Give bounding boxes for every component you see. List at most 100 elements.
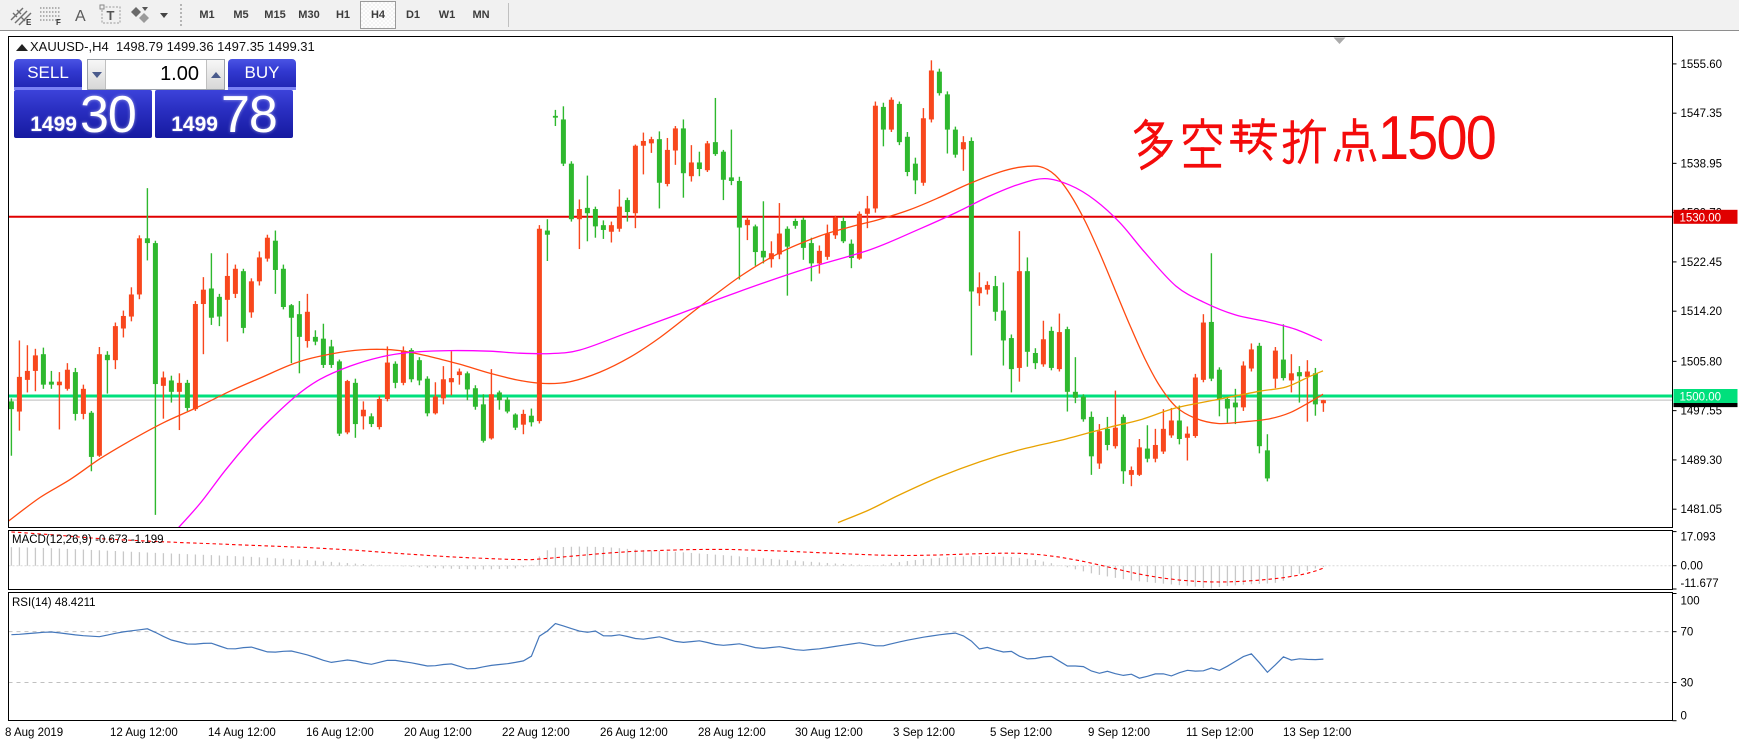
volume-input[interactable]: 1.00 [160, 63, 199, 85]
buy-button[interactable]: BUY [228, 59, 296, 90]
macd-histogram [10, 546, 1325, 589]
main-chart-frame [8, 36, 1673, 528]
macd-signal-line [11, 531, 1324, 583]
chart-title: XAUUSD-,H4 1498.79 1499.36 1497.35 1499.… [14, 39, 514, 99]
cjk-char-4 [1333, 118, 1377, 162]
sell-price-display[interactable]: 1499 30 [14, 86, 152, 144]
time-tick-label: 3 Sep 12:00 [893, 727, 955, 739]
macd-axis-label: 17.093 [1681, 532, 1716, 544]
timeframe-button-h4[interactable]: H4 [360, 1, 396, 29]
ma-orange-line [837, 370, 1324, 524]
cjk-char-0 [1133, 118, 1174, 171]
buy-price-display[interactable]: 1499 78 [155, 86, 293, 144]
svg-text:1530.00: 1530.00 [1680, 212, 1722, 224]
macd-label: MACD(12,26,9) -0.673 -1.199 [12, 534, 164, 546]
chart-canvas[interactable]: 1555.601547.351538.951530.701522.451514.… [0, 33, 1739, 746]
annotation-digits: 1500 [1378, 104, 1497, 173]
drawing-toolbar: E F A T [0, 0, 173, 30]
buy-price-pips: 78 [220, 86, 278, 144]
sell-price-pips: 30 [79, 86, 137, 144]
buy-price-main: 1499 [171, 113, 218, 136]
svg-text:F: F [56, 18, 61, 26]
timeframe-button-w1[interactable]: W1 [438, 9, 456, 21]
cjk-char-3 [1282, 118, 1326, 165]
equidistant-channel-icon[interactable]: E [7, 3, 35, 27]
toolbar-end-separator [508, 3, 509, 27]
svg-text:T: T [107, 8, 115, 23]
text-icon[interactable]: A [67, 3, 95, 27]
toolbar: E F A T [0, 0, 1739, 31]
time-tick-label: 12 Aug 12:00 [110, 727, 178, 739]
timeframe-button-mn[interactable]: MN [472, 9, 490, 21]
chart-shift-marker-icon[interactable] [1333, 37, 1346, 45]
time-tick-label: 8 Aug 2019 [5, 727, 63, 739]
candles [9, 60, 1326, 515]
chart-window: 1555.601547.351538.951530.701522.451514.… [0, 33, 1739, 746]
sell-price-main: 1499 [30, 113, 77, 136]
price-tick-label: 1497.55 [1681, 406, 1723, 418]
arrows-dropdown-icon[interactable] [157, 3, 171, 27]
down-arrow-icon [91, 71, 102, 78]
hline-badge-1500: 1500.00 [1673, 389, 1738, 404]
rsi-line [11, 622, 1324, 679]
sell-button[interactable]: SELL [14, 59, 82, 90]
hline-badge-1530: 1530.00 [1673, 209, 1738, 224]
toolbar-separator[interactable] [180, 4, 185, 26]
rsi-axis-label: 70 [1681, 627, 1694, 639]
price-tick-label: 1481.05 [1681, 504, 1723, 516]
timeframe-button-m15[interactable]: M15 [264, 9, 286, 21]
rsi-label: RSI(14) 48.4211 [12, 597, 96, 609]
timeframe-button-d1[interactable]: D1 [405, 9, 421, 21]
chart-frames [8, 36, 1673, 721]
time-tick-label: 13 Sep 12:00 [1283, 727, 1351, 739]
svg-text:A: A [75, 8, 86, 25]
time-tick-label: 14 Aug 12:00 [208, 727, 276, 739]
price-tick-label: 1547.35 [1681, 108, 1723, 120]
time-tick-label: 20 Aug 12:00 [404, 727, 472, 739]
up-arrow-icon [210, 71, 221, 78]
volume-decrease-button[interactable] [88, 60, 106, 89]
timeframe-button-h1[interactable]: H1 [335, 9, 351, 21]
time-tick-label: 9 Sep 12:00 [1088, 727, 1150, 739]
price-tick-label: 1538.95 [1681, 158, 1723, 170]
text-label-icon[interactable]: T [97, 3, 125, 27]
time-axis[interactable]: 8 Aug 2019 12 Aug 12:00 14 Aug 12:00 16 Aug… [5, 727, 1351, 739]
time-tick-label: 16 Aug 12:00 [306, 727, 374, 739]
rsi-axis-label: 30 [1681, 678, 1694, 690]
volume-increase-button[interactable] [206, 60, 224, 89]
rsi-axis-label: 100 [1681, 596, 1700, 608]
timeframe-button-m5[interactable]: M5 [233, 9, 249, 21]
chart-annotation: 1500 [1128, 108, 1508, 174]
time-tick-label: 26 Aug 12:00 [600, 727, 668, 739]
price-tick-label: 1555.60 [1681, 59, 1723, 71]
svg-text:1500.00: 1500.00 [1680, 392, 1722, 404]
price-tick-label: 1514.20 [1681, 306, 1723, 318]
macd-panel-frame [8, 530, 1673, 590]
cjk-char-2 [1230, 117, 1277, 162]
annotation-cjk-glyphs [1133, 117, 1377, 171]
ma-red-line [9, 165, 1324, 522]
rsi-panel-frame [8, 592, 1673, 721]
price-tick-label: 1505.80 [1681, 356, 1723, 368]
timeframe-button-m30[interactable]: M30 [298, 9, 320, 21]
volume-spinner: 1.00 [87, 59, 225, 90]
timeframe-toolbar: M1 M5 M15 M30 H1 H4 D1 W1 MN [190, 0, 498, 30]
price-axis[interactable]: 1555.601547.351538.951530.701522.451514.… [1672, 59, 1723, 723]
rsi-axis-label: 0 [1681, 711, 1687, 723]
time-tick-label: 22 Aug 12:00 [502, 727, 570, 739]
price-tick-label: 1489.30 [1681, 455, 1723, 467]
time-tick-label: 30 Aug 12:00 [795, 727, 863, 739]
svg-text:E: E [26, 18, 32, 26]
collapse-panel-icon[interactable] [16, 44, 28, 51]
macd-axis-label: -11.677 [1681, 578, 1719, 590]
time-tick-label: 11 Sep 12:00 [1186, 727, 1254, 739]
ma-magenta-line [178, 177, 1323, 527]
time-tick-label: 5 Sep 12:00 [990, 727, 1052, 739]
timeframe-button-m1[interactable]: M1 [199, 9, 215, 21]
fibonacci-retracement-icon[interactable]: F [37, 3, 65, 27]
cjk-char-1 [1182, 118, 1223, 168]
time-tick-label: 28 Aug 12:00 [698, 727, 766, 739]
arrows-icon[interactable] [127, 3, 155, 27]
macd-axis-label: 0.00 [1681, 561, 1703, 573]
price-tick-label: 1522.45 [1681, 257, 1723, 269]
